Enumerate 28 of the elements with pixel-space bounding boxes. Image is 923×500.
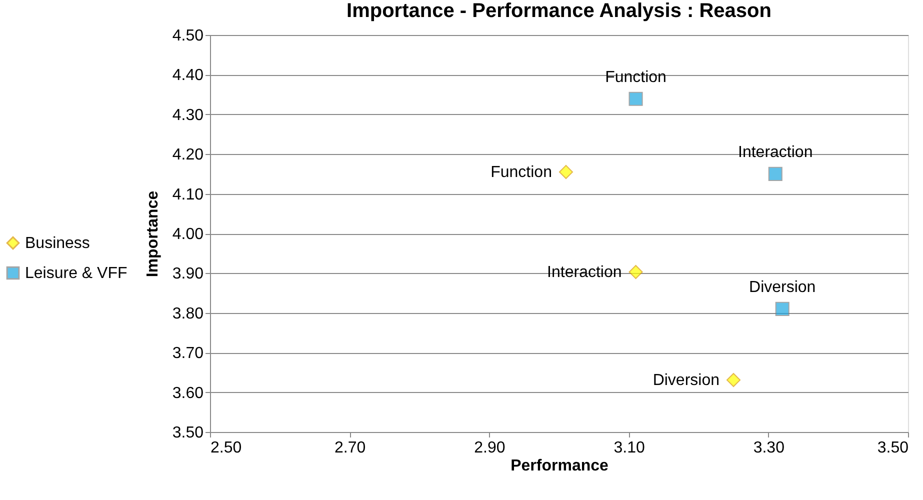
y-tick-label: 4.30: [172, 106, 204, 124]
y-tick-label: 4.40: [172, 67, 204, 84]
y-tick-label: 3.50: [172, 424, 204, 442]
y-tick-label: 4.10: [172, 186, 204, 204]
y-axis-title: Importance: [144, 190, 162, 278]
y-tick-label: 3.90: [172, 266, 204, 283]
data-label: Interaction: [547, 264, 622, 282]
data-label: Diversion: [652, 372, 720, 389]
y-tick-label: 3.60: [172, 384, 204, 402]
legend-label: Leisure & VFF: [25, 265, 128, 282]
x-tick-label: 2.90: [474, 440, 506, 456]
y-tick-label: 3.80: [172, 305, 204, 322]
x-tick-label: 3.10: [614, 440, 645, 456]
data-label: Diversion: [749, 278, 816, 296]
x-tick-label: 3.50: [877, 440, 909, 456]
chart-title: Importance - Performance Analysis : Reason: [346, 0, 772, 22]
y-tick-label: 4.20: [172, 146, 204, 164]
x-tick-label: 2.70: [334, 440, 366, 456]
x-tick-label: 2.50: [210, 440, 242, 456]
y-tick-label: 4.00: [172, 226, 204, 243]
data-label: Interaction: [738, 144, 813, 161]
data-label: Function: [605, 68, 666, 86]
data-label: Function: [490, 164, 552, 181]
x-tick-label: 3.30: [753, 440, 785, 456]
y-tick-label: 3.70: [172, 345, 204, 362]
legend-label: Business: [25, 235, 90, 252]
x-axis-title: Performance: [510, 458, 609, 474]
y-tick-label: 4.50: [172, 28, 204, 44]
